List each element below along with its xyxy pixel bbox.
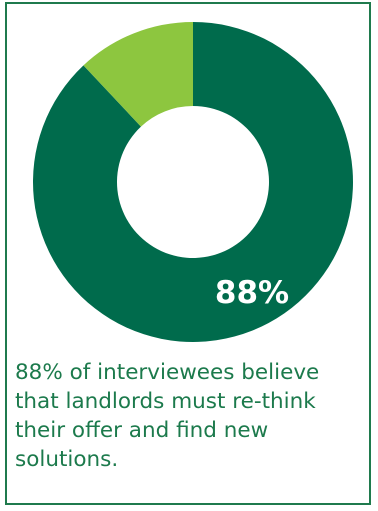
donut-slices xyxy=(33,22,354,342)
chart-caption: 88% of interviewees believe that landlor… xyxy=(15,360,320,472)
donut-slice-2 xyxy=(83,22,193,127)
donut-slice-1 xyxy=(33,22,354,342)
slice-label-1: 88% xyxy=(215,275,289,311)
donut-labels: 88% xyxy=(215,275,289,311)
donut-chart: 88% xyxy=(33,22,354,342)
